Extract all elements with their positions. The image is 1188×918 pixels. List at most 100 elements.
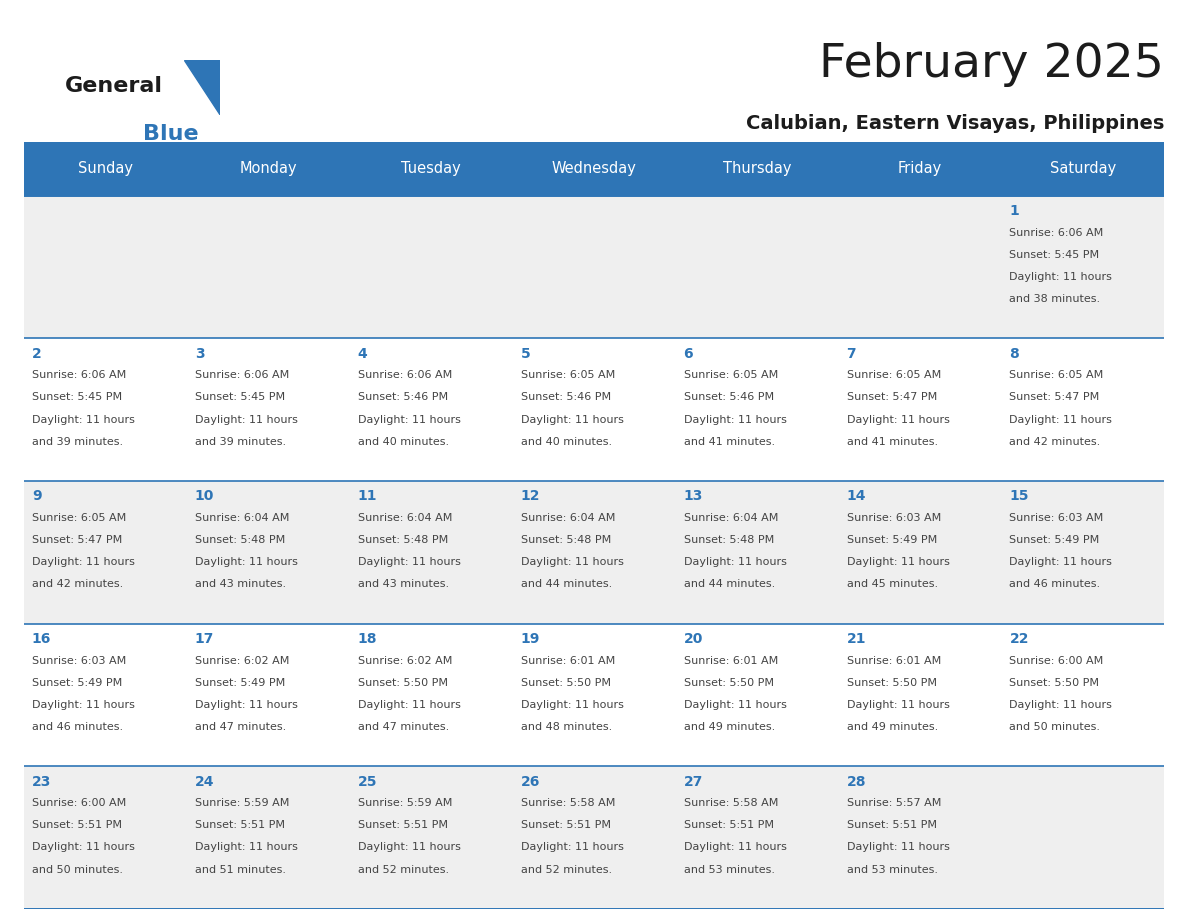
Text: Sunrise: 6:00 AM: Sunrise: 6:00 AM	[32, 799, 126, 808]
Text: Daylight: 11 hours: Daylight: 11 hours	[520, 415, 624, 424]
Text: Sunset: 5:48 PM: Sunset: 5:48 PM	[358, 535, 448, 545]
Text: 13: 13	[683, 489, 703, 503]
Bar	[24, 767, 187, 909]
Text: Sunrise: 6:04 AM: Sunrise: 6:04 AM	[683, 513, 778, 523]
Text: Sunrise: 6:01 AM: Sunrise: 6:01 AM	[847, 655, 941, 666]
Bar	[187, 481, 349, 623]
Text: Sunrise: 6:04 AM: Sunrise: 6:04 AM	[520, 513, 615, 523]
Text: Sunrise: 5:59 AM: Sunrise: 5:59 AM	[195, 799, 289, 808]
Text: and 45 minutes.: and 45 minutes.	[847, 579, 937, 589]
Text: 23: 23	[32, 775, 51, 789]
Bar	[839, 767, 1001, 909]
Text: Sunrise: 6:05 AM: Sunrise: 6:05 AM	[847, 370, 941, 380]
Text: and 52 minutes.: and 52 minutes.	[520, 865, 612, 875]
Bar	[349, 623, 512, 767]
Text: Tuesday: Tuesday	[402, 162, 461, 176]
Text: Daylight: 11 hours: Daylight: 11 hours	[358, 700, 461, 710]
Text: 15: 15	[1010, 489, 1029, 503]
Bar	[1001, 142, 1164, 196]
Text: Daylight: 11 hours: Daylight: 11 hours	[1010, 700, 1112, 710]
Text: 7: 7	[847, 347, 857, 361]
Text: Daylight: 11 hours: Daylight: 11 hours	[195, 700, 298, 710]
Text: Daylight: 11 hours: Daylight: 11 hours	[1010, 557, 1112, 567]
Bar	[349, 481, 512, 623]
Bar	[24, 623, 187, 767]
Text: Daylight: 11 hours: Daylight: 11 hours	[847, 415, 949, 424]
Text: Sunrise: 6:03 AM: Sunrise: 6:03 AM	[1010, 513, 1104, 523]
Bar	[187, 196, 349, 338]
Text: and 41 minutes.: and 41 minutes.	[847, 437, 937, 447]
Text: Daylight: 11 hours: Daylight: 11 hours	[195, 843, 298, 853]
Bar	[24, 481, 187, 623]
Text: and 44 minutes.: and 44 minutes.	[683, 579, 775, 589]
Text: Daylight: 11 hours: Daylight: 11 hours	[32, 415, 134, 424]
Text: Sunset: 5:51 PM: Sunset: 5:51 PM	[195, 821, 285, 831]
Text: and 38 minutes.: and 38 minutes.	[1010, 294, 1100, 304]
Text: Sunrise: 6:01 AM: Sunrise: 6:01 AM	[520, 655, 615, 666]
Text: Sunrise: 5:57 AM: Sunrise: 5:57 AM	[847, 799, 941, 808]
Text: Thursday: Thursday	[722, 162, 791, 176]
Text: Daylight: 11 hours: Daylight: 11 hours	[1010, 415, 1112, 424]
Text: Daylight: 11 hours: Daylight: 11 hours	[683, 415, 786, 424]
Text: Sunset: 5:46 PM: Sunset: 5:46 PM	[520, 392, 611, 402]
Text: February 2025: February 2025	[820, 42, 1164, 87]
Text: Sunrise: 6:03 AM: Sunrise: 6:03 AM	[32, 655, 126, 666]
Text: Daylight: 11 hours: Daylight: 11 hours	[847, 557, 949, 567]
Text: Sunset: 5:50 PM: Sunset: 5:50 PM	[520, 677, 611, 688]
Text: and 50 minutes.: and 50 minutes.	[32, 865, 122, 875]
Text: Daylight: 11 hours: Daylight: 11 hours	[520, 557, 624, 567]
Text: 6: 6	[683, 347, 694, 361]
Bar	[839, 481, 1001, 623]
Text: Sunrise: 6:06 AM: Sunrise: 6:06 AM	[195, 370, 289, 380]
Text: and 53 minutes.: and 53 minutes.	[847, 865, 937, 875]
Text: Daylight: 11 hours: Daylight: 11 hours	[32, 843, 134, 853]
Text: and 42 minutes.: and 42 minutes.	[32, 579, 124, 589]
Text: Daylight: 11 hours: Daylight: 11 hours	[683, 700, 786, 710]
Text: Sunset: 5:47 PM: Sunset: 5:47 PM	[32, 535, 122, 545]
Text: and 49 minutes.: and 49 minutes.	[847, 722, 937, 732]
Text: Daylight: 11 hours: Daylight: 11 hours	[520, 843, 624, 853]
Text: Sunrise: 6:05 AM: Sunrise: 6:05 AM	[32, 513, 126, 523]
Text: Sunrise: 6:02 AM: Sunrise: 6:02 AM	[195, 655, 289, 666]
Bar	[187, 142, 349, 196]
Bar	[512, 196, 676, 338]
Text: Daylight: 11 hours: Daylight: 11 hours	[358, 557, 461, 567]
Bar	[676, 338, 839, 481]
Text: 14: 14	[847, 489, 866, 503]
Bar	[1001, 481, 1164, 623]
Text: Daylight: 11 hours: Daylight: 11 hours	[195, 415, 298, 424]
Text: Sunset: 5:51 PM: Sunset: 5:51 PM	[847, 821, 936, 831]
Text: Sunset: 5:45 PM: Sunset: 5:45 PM	[195, 392, 285, 402]
Bar	[349, 338, 512, 481]
Text: Sunset: 5:49 PM: Sunset: 5:49 PM	[1010, 535, 1100, 545]
Bar	[24, 338, 187, 481]
Text: and 39 minutes.: and 39 minutes.	[195, 437, 286, 447]
Text: 11: 11	[358, 489, 378, 503]
Text: Sunset: 5:48 PM: Sunset: 5:48 PM	[520, 535, 611, 545]
Text: Sunset: 5:51 PM: Sunset: 5:51 PM	[520, 821, 611, 831]
Text: 19: 19	[520, 633, 541, 646]
Text: and 47 minutes.: and 47 minutes.	[358, 722, 449, 732]
Text: Daylight: 11 hours: Daylight: 11 hours	[683, 843, 786, 853]
Text: Sunrise: 6:06 AM: Sunrise: 6:06 AM	[32, 370, 126, 380]
Text: Sunrise: 6:05 AM: Sunrise: 6:05 AM	[1010, 370, 1104, 380]
Bar	[676, 196, 839, 338]
Bar	[512, 481, 676, 623]
Text: Sunset: 5:50 PM: Sunset: 5:50 PM	[1010, 677, 1099, 688]
Text: Sunset: 5:49 PM: Sunset: 5:49 PM	[195, 677, 285, 688]
Text: 10: 10	[195, 489, 214, 503]
Text: Sunrise: 6:02 AM: Sunrise: 6:02 AM	[358, 655, 453, 666]
Text: and 43 minutes.: and 43 minutes.	[195, 579, 286, 589]
Text: Sunrise: 6:06 AM: Sunrise: 6:06 AM	[1010, 228, 1104, 238]
Text: and 43 minutes.: and 43 minutes.	[358, 579, 449, 589]
Text: Monday: Monday	[239, 162, 297, 176]
Text: 1: 1	[1010, 204, 1019, 218]
Text: 21: 21	[847, 633, 866, 646]
Text: 3: 3	[195, 347, 204, 361]
Text: 18: 18	[358, 633, 378, 646]
Text: Sunrise: 6:00 AM: Sunrise: 6:00 AM	[1010, 655, 1104, 666]
Text: Daylight: 11 hours: Daylight: 11 hours	[1010, 272, 1112, 282]
Polygon shape	[184, 60, 220, 115]
Text: 2: 2	[32, 347, 42, 361]
Bar	[187, 767, 349, 909]
